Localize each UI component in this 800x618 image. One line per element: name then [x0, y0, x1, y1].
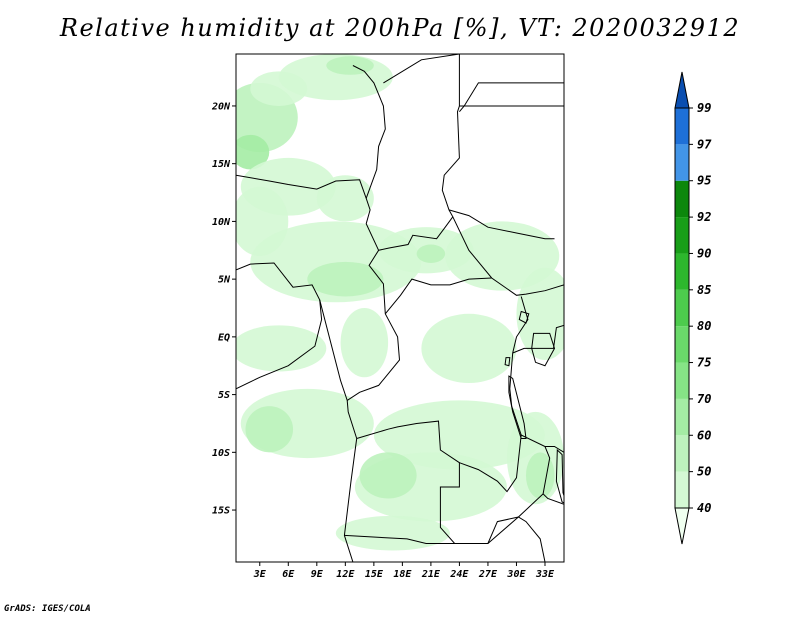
colorbar-label: 99	[697, 101, 711, 115]
colorbar-label: 85	[697, 283, 711, 297]
humidity-region	[316, 175, 374, 222]
humidity-region	[340, 308, 389, 378]
colorbar-segment	[675, 435, 689, 472]
country-boundary	[384, 277, 492, 315]
lake-outline	[518, 310, 530, 324]
colorbar-label: 97	[697, 137, 712, 151]
colorbar-segment	[675, 253, 689, 290]
humidity-region	[421, 313, 517, 384]
humidity-region	[236, 325, 327, 372]
country-boundary	[378, 54, 460, 251]
colorbar-segment	[675, 180, 689, 218]
lon-tick-label: 27E	[478, 569, 498, 580]
colorbar-label: 50	[697, 465, 711, 479]
lon-tick-label: 30E	[506, 569, 526, 580]
country-boundary	[346, 313, 401, 401]
map-title: Relative humidity at 200hPa [%], VT: 202…	[59, 14, 741, 42]
humidity-region	[335, 515, 450, 551]
colorbar-segment	[675, 217, 689, 254]
colorbar-segment	[675, 144, 689, 181]
lat-tick-label: 10N	[212, 217, 231, 228]
lon-tick-label: 15E	[365, 569, 384, 580]
humidity-region	[416, 244, 446, 263]
lon-tick-label: 21E	[421, 569, 441, 580]
humidity-region	[307, 261, 384, 297]
country-boundary	[352, 65, 386, 199]
country-boundary	[319, 299, 358, 562]
humidity-region	[373, 400, 545, 470]
colorbar-label: 90	[697, 246, 711, 260]
lake-outline	[504, 357, 511, 367]
lat-tick-label: 5N	[218, 275, 231, 286]
lon-tick-label: 18E	[393, 569, 412, 580]
lake-outline	[531, 332, 556, 367]
colorbar-frame	[674, 107, 690, 509]
humidity-region	[236, 134, 270, 170]
longitude-axis: 3E 6E 9E 12E 15E 18E 21E 24E 27E 30E 33E	[253, 562, 555, 580]
latitude-axis: 20N 15N 10N 5N EQ 5S 10S 15S	[211, 101, 236, 517]
colorbar-segment	[675, 326, 689, 363]
colorbar-label: 60	[697, 428, 711, 442]
lon-tick-label: 6E	[282, 569, 295, 580]
colorbar-segment	[675, 471, 689, 508]
colorbar: 40 50 60 70 75 80 85 90 92 95 97 99	[674, 71, 712, 545]
lat-tick-label: 15S	[212, 506, 230, 517]
country-boundary	[344, 420, 460, 544]
lon-tick-label: 33E	[535, 569, 555, 580]
country-boundary	[512, 324, 564, 354]
humidity-region	[245, 406, 294, 453]
humidity-region	[516, 267, 564, 360]
lat-tick-label: 20N	[211, 101, 231, 112]
lon-tick-label: 12E	[336, 569, 355, 580]
colorbar-segment	[675, 289, 689, 327]
lon-tick-label: 3E	[253, 569, 267, 580]
grads-credit: GrADS: IGES/COLA	[4, 604, 91, 614]
country-boundaries	[236, 54, 564, 562]
country-boundary	[542, 493, 564, 505]
colorbar-label: 80	[697, 319, 711, 333]
humidity-region	[359, 452, 417, 499]
lat-tick-label: EQ	[218, 332, 230, 343]
colorbar-segment	[675, 108, 689, 145]
humidity-region	[445, 221, 560, 291]
lat-tick-label: 5S	[218, 390, 230, 401]
lon-tick-label: 9E	[311, 569, 324, 580]
country-boundary	[545, 446, 564, 453]
colorbar-segment	[675, 398, 689, 436]
country-boundary	[448, 209, 555, 240]
colorbar-upper-arrow	[674, 71, 690, 109]
map-frame	[235, 53, 565, 563]
country-boundary	[383, 54, 460, 84]
humidity-region	[525, 452, 555, 499]
humidity-region	[326, 56, 374, 75]
colorbar-label: 70	[697, 392, 711, 406]
lat-tick-label: 10S	[212, 448, 230, 459]
country-boundary	[454, 434, 551, 544]
country-boundary	[459, 82, 564, 113]
lon-tick-label: 24E	[449, 569, 469, 580]
colorbar-label: 92	[697, 210, 711, 224]
country-boundary	[487, 516, 546, 562]
colorbar-label: 75	[697, 356, 711, 370]
country-boundary	[452, 216, 564, 296]
colorbar-label: 95	[697, 174, 711, 188]
colorbar-label: 40	[697, 501, 711, 515]
colorbar-lower-arrow	[674, 507, 690, 545]
lake-outline	[508, 375, 527, 439]
colorbar-segment	[675, 362, 689, 399]
lat-tick-label: 15N	[212, 159, 231, 170]
lake-outline	[555, 448, 564, 504]
